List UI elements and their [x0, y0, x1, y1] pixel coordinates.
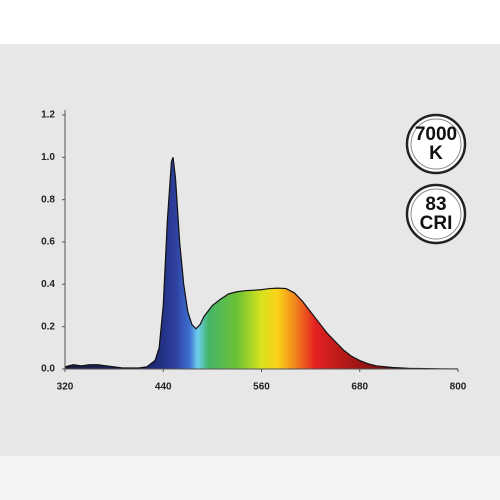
spectrum-area: [65, 157, 458, 369]
x-tick-label: 800: [450, 382, 467, 393]
badge-ring: [405, 113, 467, 175]
y-tick-label: 0.8: [41, 194, 55, 205]
y-tick-label: 1.0: [41, 152, 55, 163]
spectrum-line: [64, 157, 459, 370]
y-tick-label: 0.2: [41, 321, 55, 332]
badge-text: 83: [425, 194, 446, 215]
badge-text: K: [429, 143, 443, 164]
x-tick-label: 320: [57, 382, 74, 393]
badge-text: CRI: [420, 213, 453, 234]
bottom-band: [0, 456, 500, 500]
y-tick-label: 1.2: [41, 110, 55, 121]
badge-ring: [405, 183, 467, 245]
badge-inner: [410, 188, 462, 240]
x-tick-label: 680: [351, 382, 368, 393]
y-tick-label: 0.0: [41, 364, 55, 375]
top-band: [0, 0, 500, 44]
y-tick-label: 0.6: [41, 237, 55, 248]
x-tick-label: 560: [253, 382, 270, 393]
badge-text: 7000: [415, 124, 457, 145]
badge-inner: [410, 118, 462, 170]
y-tick-label: 0.4: [41, 279, 55, 290]
x-tick-label: 440: [155, 382, 172, 393]
